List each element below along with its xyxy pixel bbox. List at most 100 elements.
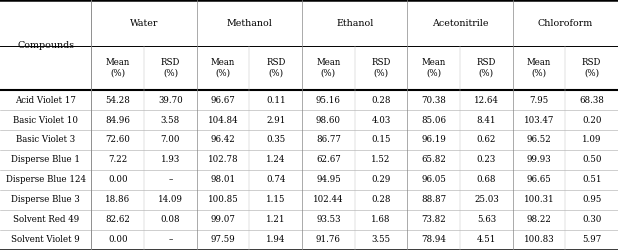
- Text: 84.96: 84.96: [105, 116, 130, 124]
- Text: 96.42: 96.42: [211, 136, 235, 144]
- Text: 3.55: 3.55: [371, 236, 391, 244]
- Text: 0.74: 0.74: [266, 176, 286, 184]
- Text: 1.24: 1.24: [266, 156, 286, 164]
- Text: 100.85: 100.85: [208, 196, 239, 204]
- Text: 14.09: 14.09: [158, 196, 183, 204]
- Text: Solvent Red 49: Solvent Red 49: [12, 216, 79, 224]
- Text: 25.03: 25.03: [474, 196, 499, 204]
- Text: 96.65: 96.65: [527, 176, 551, 184]
- Text: RSD
(%): RSD (%): [582, 58, 601, 78]
- Text: 0.30: 0.30: [582, 216, 601, 224]
- Text: 0.15: 0.15: [371, 136, 391, 144]
- Text: Basic Violet 10: Basic Violet 10: [13, 116, 78, 124]
- Text: 72.60: 72.60: [105, 136, 130, 144]
- Text: Chloroform: Chloroform: [538, 19, 593, 28]
- Text: Acetonitrile: Acetonitrile: [432, 19, 488, 28]
- Text: 102.44: 102.44: [313, 196, 344, 204]
- Text: 5.63: 5.63: [477, 216, 496, 224]
- Text: 0.95: 0.95: [582, 196, 601, 204]
- Text: 1.09: 1.09: [582, 136, 601, 144]
- Text: 2.91: 2.91: [266, 116, 286, 124]
- Text: 96.52: 96.52: [527, 136, 551, 144]
- Text: Mean
(%): Mean (%): [106, 58, 130, 78]
- Text: 1.93: 1.93: [161, 156, 180, 164]
- Text: 0.11: 0.11: [266, 96, 286, 104]
- Text: 0.20: 0.20: [582, 116, 601, 124]
- Text: 86.77: 86.77: [316, 136, 341, 144]
- Text: 62.67: 62.67: [316, 156, 341, 164]
- Text: 0.28: 0.28: [371, 196, 391, 204]
- Text: Methanol: Methanol: [226, 19, 273, 28]
- Text: 73.82: 73.82: [421, 216, 446, 224]
- Text: 78.94: 78.94: [421, 236, 446, 244]
- Text: 102.78: 102.78: [208, 156, 239, 164]
- Text: Ethanol: Ethanol: [336, 19, 373, 28]
- Text: Solvent Violet 9: Solvent Violet 9: [11, 236, 80, 244]
- Text: 4.51: 4.51: [476, 236, 496, 244]
- Text: 99.93: 99.93: [527, 156, 551, 164]
- Text: Mean
(%): Mean (%): [211, 58, 235, 78]
- Text: 39.70: 39.70: [158, 96, 183, 104]
- Text: 1.94: 1.94: [266, 236, 286, 244]
- Text: 0.50: 0.50: [582, 156, 601, 164]
- Text: 0.23: 0.23: [476, 156, 496, 164]
- Text: 88.87: 88.87: [421, 196, 446, 204]
- Text: 100.83: 100.83: [523, 236, 554, 244]
- Text: 68.38: 68.38: [579, 96, 604, 104]
- Text: 99.07: 99.07: [211, 216, 235, 224]
- Text: 0.62: 0.62: [476, 136, 496, 144]
- Text: 4.03: 4.03: [371, 116, 391, 124]
- Text: 0.29: 0.29: [371, 176, 391, 184]
- Text: 1.15: 1.15: [266, 196, 286, 204]
- Text: 98.22: 98.22: [527, 216, 551, 224]
- Text: –: –: [168, 176, 172, 184]
- Text: Disperse Blue 1: Disperse Blue 1: [11, 156, 80, 164]
- Text: 0.00: 0.00: [108, 176, 127, 184]
- Text: 0.51: 0.51: [582, 176, 601, 184]
- Text: 96.67: 96.67: [211, 96, 235, 104]
- Text: 98.01: 98.01: [211, 176, 235, 184]
- Text: 12.64: 12.64: [474, 96, 499, 104]
- Text: Acid Violet 17: Acid Violet 17: [15, 96, 76, 104]
- Text: 91.76: 91.76: [316, 236, 341, 244]
- Text: 100.31: 100.31: [523, 196, 554, 204]
- Text: 1.21: 1.21: [266, 216, 286, 224]
- Text: Disperse Blue 124: Disperse Blue 124: [6, 176, 86, 184]
- Text: Mean
(%): Mean (%): [316, 58, 341, 78]
- Text: 3.58: 3.58: [161, 116, 180, 124]
- Text: 98.60: 98.60: [316, 116, 341, 124]
- Text: 70.38: 70.38: [421, 96, 446, 104]
- Text: 96.19: 96.19: [421, 136, 446, 144]
- Text: 1.68: 1.68: [371, 216, 391, 224]
- Text: RSD
(%): RSD (%): [266, 58, 286, 78]
- Text: 104.84: 104.84: [208, 116, 239, 124]
- Text: RSD
(%): RSD (%): [161, 58, 180, 78]
- Text: 8.41: 8.41: [476, 116, 496, 124]
- Text: 18.86: 18.86: [105, 196, 130, 204]
- Text: 0.68: 0.68: [476, 176, 496, 184]
- Text: Mean
(%): Mean (%): [421, 58, 446, 78]
- Text: 82.62: 82.62: [105, 216, 130, 224]
- Text: –: –: [168, 236, 172, 244]
- Text: 96.05: 96.05: [421, 176, 446, 184]
- Text: Disperse Blue 3: Disperse Blue 3: [11, 196, 80, 204]
- Text: RSD
(%): RSD (%): [371, 58, 391, 78]
- Text: Water: Water: [130, 19, 158, 28]
- Text: Mean
(%): Mean (%): [527, 58, 551, 78]
- Text: 5.97: 5.97: [582, 236, 601, 244]
- Text: 93.53: 93.53: [316, 216, 341, 224]
- Text: 7.95: 7.95: [530, 96, 549, 104]
- Text: 65.82: 65.82: [421, 156, 446, 164]
- Text: Compounds: Compounds: [17, 40, 74, 50]
- Text: 95.16: 95.16: [316, 96, 341, 104]
- Text: 94.95: 94.95: [316, 176, 341, 184]
- Text: 97.59: 97.59: [211, 236, 235, 244]
- Text: 0.28: 0.28: [371, 96, 391, 104]
- Text: Basic Violet 3: Basic Violet 3: [16, 136, 75, 144]
- Text: 7.22: 7.22: [108, 156, 127, 164]
- Text: 7.00: 7.00: [161, 136, 180, 144]
- Text: 0.08: 0.08: [161, 216, 180, 224]
- Text: 1.52: 1.52: [371, 156, 391, 164]
- Text: 85.06: 85.06: [421, 116, 446, 124]
- Text: 103.47: 103.47: [524, 116, 554, 124]
